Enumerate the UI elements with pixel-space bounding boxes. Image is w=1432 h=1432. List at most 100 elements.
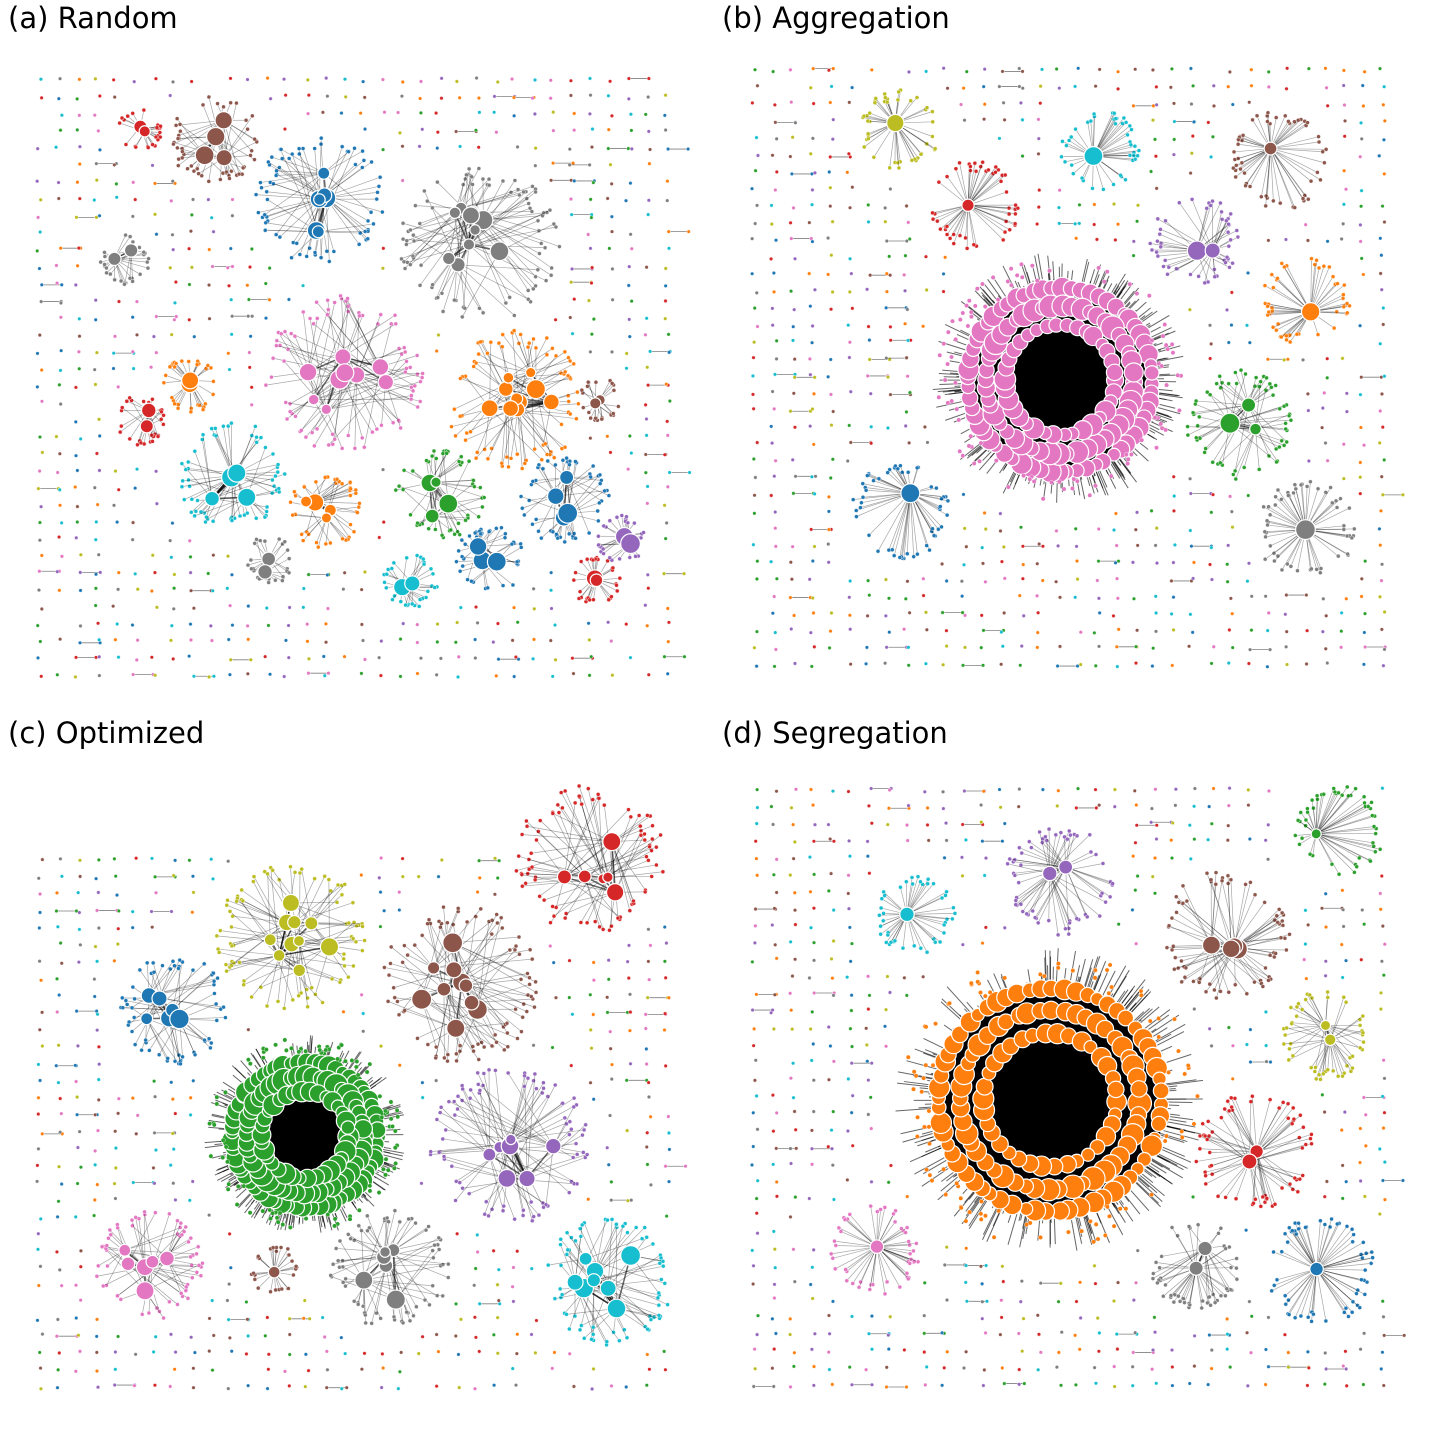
- node: [1226, 84, 1231, 89]
- node: [39, 299, 44, 304]
- node: [381, 246, 386, 251]
- node: [961, 492, 966, 497]
- node: [198, 509, 204, 515]
- node: [453, 433, 458, 439]
- node: [378, 924, 383, 929]
- node: [380, 266, 385, 271]
- node: [587, 637, 592, 642]
- node: [645, 484, 650, 489]
- node: [382, 908, 387, 913]
- edge: [508, 348, 553, 379]
- node: [76, 960, 81, 965]
- node: [1382, 84, 1387, 89]
- node: [663, 128, 668, 133]
- edge: [323, 150, 363, 174]
- node: [1009, 282, 1014, 288]
- node: [330, 442, 335, 447]
- node: [608, 79, 613, 84]
- node: [130, 279, 135, 284]
- node: [809, 527, 814, 532]
- node: [664, 941, 669, 946]
- node: [1358, 239, 1363, 244]
- node: [593, 416, 598, 421]
- node: [982, 304, 988, 309]
- node: [207, 1213, 212, 1218]
- node: [116, 926, 121, 931]
- node: [941, 289, 946, 294]
- node: [792, 307, 797, 312]
- node: [588, 1027, 593, 1032]
- node: [330, 432, 335, 437]
- node: [1036, 610, 1041, 615]
- node: [1127, 123, 1132, 129]
- node: [921, 593, 926, 598]
- node: [871, 155, 877, 160]
- node: [865, 473, 870, 478]
- edge: [967, 169, 989, 206]
- node: [477, 306, 482, 311]
- node: [533, 189, 538, 195]
- node: [1123, 452, 1129, 457]
- node: [883, 613, 888, 618]
- node: [325, 298, 330, 303]
- node: [399, 94, 404, 99]
- node: [154, 314, 159, 319]
- node: [1249, 422, 1262, 436]
- node: [1228, 596, 1233, 601]
- node: [111, 604, 116, 609]
- node: [250, 113, 255, 119]
- node: [432, 585, 437, 590]
- node: [1278, 200, 1283, 206]
- node: [568, 78, 573, 83]
- node: [38, 77, 43, 82]
- node: [245, 671, 250, 676]
- node: [949, 398, 955, 404]
- node: [168, 93, 173, 98]
- node: [983, 527, 988, 532]
- node: [1038, 101, 1043, 106]
- node: [667, 246, 672, 251]
- node: [75, 520, 80, 525]
- node: [153, 212, 158, 217]
- node: [503, 531, 508, 536]
- node: [850, 306, 855, 311]
- edge: [291, 333, 344, 358]
- node: [404, 555, 409, 561]
- edge: [508, 373, 564, 379]
- node: [585, 384, 590, 389]
- node: [477, 858, 482, 863]
- node: [457, 95, 462, 100]
- node: [58, 300, 63, 305]
- node: [379, 639, 384, 644]
- edge: [173, 120, 224, 145]
- node: [207, 1349, 212, 1354]
- node: [210, 392, 216, 397]
- node: [470, 182, 475, 187]
- node: [116, 655, 121, 660]
- node: [1306, 197, 1311, 202]
- node: [463, 542, 468, 547]
- node: [189, 510, 194, 515]
- node: [58, 856, 63, 861]
- node: [1269, 272, 1274, 277]
- node: [1283, 113, 1288, 119]
- edge: [276, 345, 381, 368]
- node: [226, 859, 231, 864]
- edge: [967, 174, 1006, 206]
- node: [169, 555, 174, 560]
- node: [1358, 475, 1363, 480]
- node: [228, 76, 233, 81]
- node: [1230, 611, 1235, 616]
- node: [665, 179, 670, 184]
- node: [1191, 83, 1196, 88]
- node: [404, 575, 421, 592]
- node: [188, 637, 193, 642]
- node: [96, 552, 101, 557]
- node: [808, 424, 813, 429]
- node: [73, 485, 78, 490]
- node: [1379, 474, 1384, 479]
- edge: [1270, 148, 1323, 153]
- node: [189, 265, 194, 270]
- node: [263, 654, 268, 659]
- node: [1219, 217, 1225, 222]
